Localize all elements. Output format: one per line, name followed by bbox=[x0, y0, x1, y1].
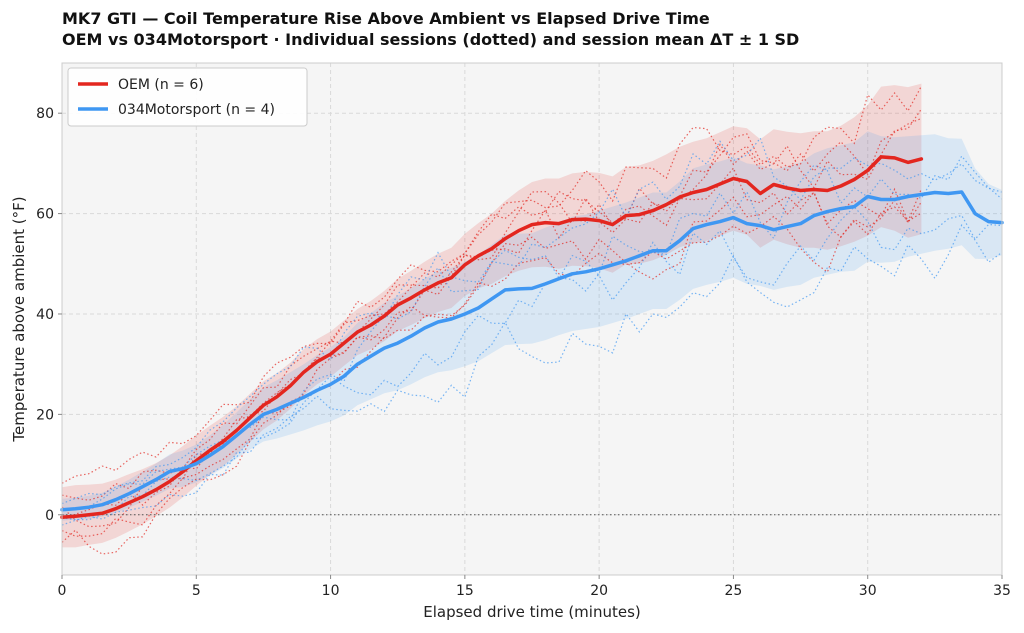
mean-line-034motorsport-n-4 bbox=[60, 190, 1004, 512]
x-axis-ticks: 0 5 10 15 20 25 30 35 bbox=[58, 575, 1011, 599]
legend-label-034motorsport: 034Motorsport (n = 4) bbox=[118, 102, 275, 118]
x-tick-label: 30 bbox=[859, 583, 877, 599]
y-tick-label: 60 bbox=[36, 207, 54, 223]
session-line-034motorsport-n-4 bbox=[61, 224, 1003, 526]
session-line-034motorsport-n-4 bbox=[61, 206, 1003, 521]
mean-line-oem-n-6 bbox=[60, 155, 924, 520]
session-line-034motorsport-n-4 bbox=[61, 155, 1003, 512]
chart-title: MK7 GTI — Coil Temperature Rise Above Am… bbox=[62, 9, 710, 28]
x-tick-label: 20 bbox=[590, 583, 608, 599]
x-tick-label: 10 bbox=[322, 583, 340, 599]
x-tick-label: 0 bbox=[58, 583, 67, 599]
legend-box bbox=[67, 67, 308, 127]
y-tick-label: 80 bbox=[36, 106, 54, 122]
legend-label-oem: OEM (n = 6) bbox=[118, 77, 204, 93]
y-tick-label: 0 bbox=[45, 508, 54, 524]
x-tick-label: 5 bbox=[192, 583, 201, 599]
x-tick-label: 15 bbox=[456, 583, 474, 599]
y-axis-label: Temperature above ambient (°F) bbox=[10, 196, 28, 442]
y-axis-ticks: 0 20 40 60 80 bbox=[36, 106, 62, 524]
plot-area bbox=[62, 63, 1002, 575]
x-tick-label: 25 bbox=[725, 583, 743, 599]
mean-lines bbox=[60, 155, 1004, 520]
chart-subtitle: OEM vs 034Motorsport · Individual sessio… bbox=[62, 30, 800, 49]
sd-band-oem-n-6 bbox=[62, 83, 922, 548]
session-line-oem-n-6 bbox=[61, 206, 922, 555]
x-axis-label: Elapsed drive time (minutes) bbox=[423, 603, 641, 621]
x-tick-label: 35 bbox=[993, 583, 1011, 599]
y-tick-label: 40 bbox=[36, 307, 54, 323]
legend: OEM (n = 6) 034Motorsport (n = 4) bbox=[67, 67, 308, 127]
session-line-oem-n-6 bbox=[61, 190, 922, 537]
y-tick-label: 20 bbox=[36, 407, 54, 423]
session-line-oem-n-6 bbox=[61, 108, 922, 501]
plot-frame bbox=[61, 62, 1003, 576]
